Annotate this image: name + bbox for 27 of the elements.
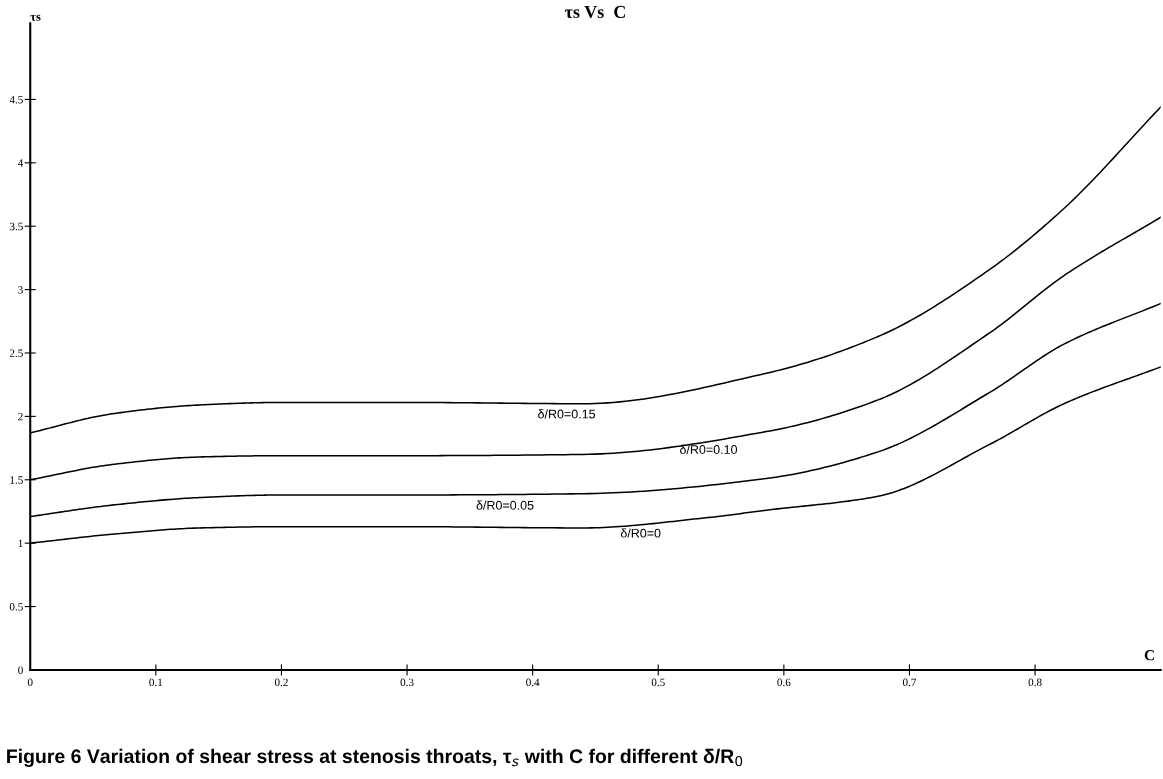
chart-title: τs Vs C — [564, 5, 625, 19]
x-tick-label: 0.3 — [400, 678, 414, 687]
y-tick-label: 3.5 — [9, 222, 23, 231]
y-tick-label: 1.5 — [10, 476, 23, 484]
y-axis-title: τs — [30, 14, 41, 21]
x-tick-label: 0.7 — [902, 678, 917, 687]
y-tick-label: 4 — [17, 159, 24, 167]
annotation: δ/R0=0.10 — [680, 444, 738, 454]
annotation: δ/R0=0.05 — [476, 500, 534, 510]
x-tick-label: 0.4 — [526, 678, 540, 687]
y-tick-label: 2 — [18, 412, 23, 421]
x-tick-label: 0.5 — [651, 678, 665, 687]
x-axis-title: C — [1144, 650, 1154, 661]
x-tick-label: 0.8 — [1028, 678, 1042, 687]
y-tick-label: 0 — [18, 666, 23, 674]
x-tick-label: 0.2 — [274, 678, 288, 687]
x-tick-label: 0 — [27, 678, 33, 687]
y-tick-label: 3 — [18, 286, 23, 294]
y-tick-label: 0.5 — [9, 603, 23, 611]
y-tick-label: 1 — [18, 539, 23, 548]
x-tick-label: 0.6 — [777, 678, 791, 687]
y-tick-label: 2.5 — [9, 349, 23, 358]
y-tick-label: 4.5 — [9, 95, 23, 104]
annotation: δ/R0=0.15 — [538, 409, 596, 419]
annotation: δ/R0=0 — [620, 528, 661, 538]
x-tick-label: 0.1 — [149, 678, 163, 687]
caption: Figure 6 Variation of shear stress at stenosis throats, τ$_{s}$ with C for different δ/R$_{0}$ — [7, 748, 743, 768]
